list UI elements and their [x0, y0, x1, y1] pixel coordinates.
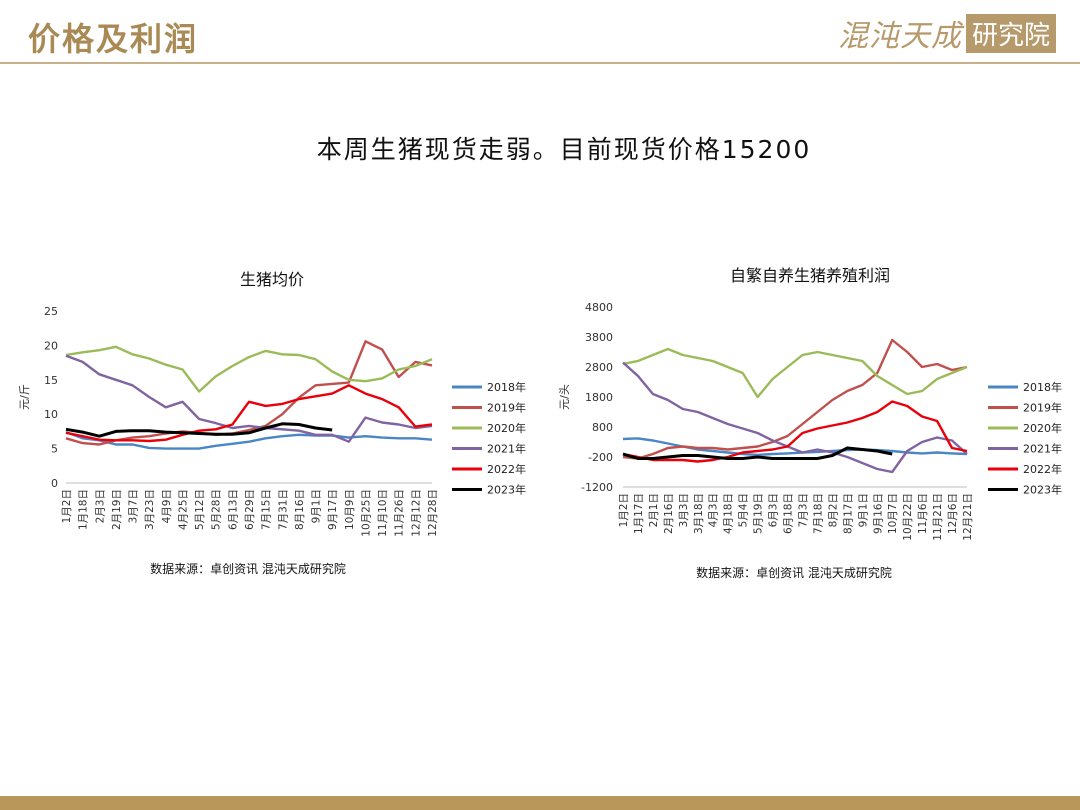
- x-tick-label: 10月7日: [887, 493, 899, 534]
- x-tick-label: 4月3日: [708, 493, 720, 527]
- x-tick-label: 1月2日: [618, 493, 630, 527]
- x-tick-label: 4月18日: [723, 493, 735, 534]
- page-title: 价格及利润: [28, 20, 199, 58]
- x-tick-label: 9月17日: [327, 489, 339, 530]
- x-tick-label: 9月1日: [857, 493, 869, 527]
- logo-box: 研究院: [965, 13, 1056, 53]
- legend-label: 2021年: [487, 442, 526, 456]
- series-line: [65, 430, 433, 450]
- series-line: [65, 422, 333, 438]
- legend-label: 2018年: [487, 380, 526, 394]
- y-tick-label: -1200: [581, 481, 613, 494]
- x-tick-label: 4月9日: [161, 489, 173, 523]
- x-tick-label: 6月18日: [783, 493, 795, 534]
- y-tick-label: 800: [592, 421, 613, 434]
- x-tick-label: 12月21日: [962, 493, 974, 541]
- x-tick-label: 11月26日: [394, 489, 406, 537]
- x-tick-label: 12月12日: [410, 489, 422, 537]
- series-line: [65, 340, 433, 446]
- series-line: [622, 347, 968, 399]
- x-tick-label: 1月18日: [78, 489, 90, 530]
- y-tick-label: 25: [44, 305, 58, 318]
- header-divider: [0, 62, 1080, 64]
- x-tick-label: 7月31日: [277, 489, 289, 530]
- x-tick-label: 5月28日: [211, 489, 223, 530]
- x-tick-label: 12月28日: [427, 489, 439, 537]
- x-tick-label: 3月3日: [678, 493, 690, 527]
- series-line: [622, 446, 893, 460]
- x-tick-label: 1月2日: [61, 489, 73, 523]
- x-tick-label: 6月3日: [768, 493, 780, 527]
- y-tick-label: 10: [44, 408, 58, 421]
- y-tick-label: 5: [51, 443, 58, 456]
- x-tick-label: 8月2日: [827, 493, 839, 527]
- y-axis-label: 元/头: [558, 384, 571, 410]
- legend-label: 2022年: [1023, 462, 1062, 476]
- x-tick-label: 10月22日: [902, 493, 914, 541]
- x-tick-label: 10月25日: [360, 489, 372, 537]
- y-tick-label: 1800: [585, 391, 613, 404]
- x-tick-label: 2月1日: [648, 493, 660, 527]
- y-tick-label: 3800: [585, 331, 613, 344]
- x-tick-label: 9月1日: [311, 489, 323, 523]
- legend-label: 2019年: [1023, 401, 1062, 415]
- x-tick-label: 9月16日: [872, 493, 884, 534]
- x-tick-label: 2月16日: [663, 493, 675, 534]
- legend-label: 2021年: [1023, 442, 1062, 456]
- x-tick-label: 11月10日: [377, 489, 389, 537]
- chart-title: 生猪均价: [240, 270, 304, 289]
- hog-average-price-chart: 生猪均价 0 5 10 15 20 25 元/斤 1月2日 1月18日 2月3日 2月19日 3月7日 3…: [18, 270, 526, 576]
- series-line: [65, 345, 433, 393]
- x-tick-label: 12月6日: [947, 493, 959, 534]
- x-tick-label: 5月4日: [738, 493, 750, 527]
- x-tick-label: 7月3日: [797, 493, 809, 527]
- x-tick-label: 2月3日: [94, 489, 106, 523]
- source-note: 数据来源：卓创资讯 混沌天成研究院: [696, 565, 892, 580]
- x-tick-label: 5月19日: [753, 493, 765, 534]
- series-line: [622, 338, 968, 460]
- x-tick-label: 6月29日: [244, 489, 256, 530]
- x-tick-label: 10月9日: [344, 489, 356, 530]
- y-tick-label: 2800: [585, 361, 613, 374]
- series-line: [65, 354, 433, 443]
- x-tick-label: 2月19日: [111, 489, 123, 530]
- y-tick-label: 15: [44, 374, 58, 387]
- x-tick-label: 7月18日: [812, 493, 824, 534]
- legend-label: 2020年: [1023, 421, 1062, 435]
- headline: 本周生猪现货走弱。目前现货价格15200: [316, 135, 812, 164]
- legend-label: 2023年: [1023, 483, 1062, 497]
- legend-label: 2019年: [487, 401, 526, 415]
- y-tick-label: 4800: [585, 301, 613, 314]
- x-tick-label: 3月23日: [144, 489, 156, 530]
- x-tick-label: 6月13日: [227, 489, 239, 530]
- x-tick-label: 7月15日: [261, 489, 273, 530]
- x-tick-label: 3月18日: [693, 493, 705, 534]
- x-tick-label: 5月12日: [194, 489, 206, 530]
- x-tick-label: 1月17日: [633, 493, 645, 534]
- y-tick-label: 0: [51, 477, 58, 490]
- x-tick-label: 11月6日: [917, 493, 929, 534]
- x-tick-label: 8月17日: [842, 493, 854, 534]
- legend-label: 2022年: [487, 462, 526, 476]
- x-tick-label: 4月25日: [177, 489, 189, 530]
- series-line: [622, 361, 968, 474]
- brand-logo: 混沌天成 研究院: [837, 13, 1056, 54]
- logo-text: 混沌天成: [837, 19, 962, 54]
- legend-label: 2020年: [487, 421, 526, 435]
- y-tick-label: 20: [44, 339, 58, 352]
- x-tick-label: 11月21日: [932, 493, 944, 541]
- source-note: 数据来源：卓创资讯 混沌天成研究院: [150, 561, 346, 576]
- series-line: [622, 400, 968, 463]
- legend-label: 2018年: [1023, 380, 1062, 394]
- legend-label: 2023年: [487, 483, 526, 497]
- self-breeding-profit-chart: 自繁自养生猪养殖利润 -1200 -200 800 1800 2800 3800 4800 元/…: [558, 266, 1062, 580]
- series-line: [65, 384, 433, 443]
- x-tick-label: 8月16日: [294, 489, 306, 530]
- y-axis-label: 元/斤: [18, 384, 31, 410]
- x-tick-label: 3月7日: [128, 489, 140, 523]
- y-tick-label: -200: [588, 451, 613, 464]
- chart-title: 自繁自养生猪养殖利润: [730, 266, 890, 285]
- footer-bar: [0, 796, 1080, 810]
